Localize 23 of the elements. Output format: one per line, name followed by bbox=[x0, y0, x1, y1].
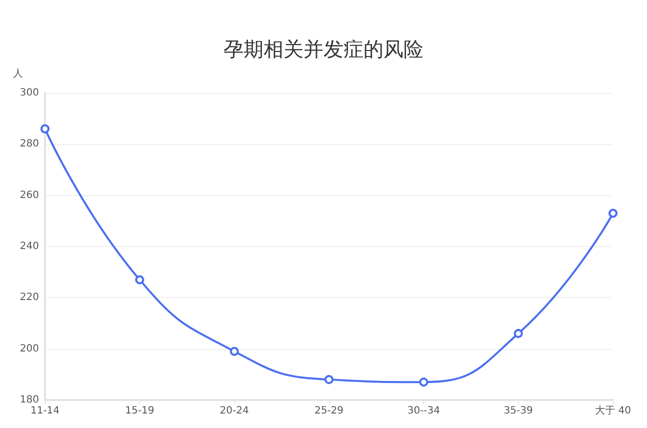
x-tick-label: 20-24 bbox=[220, 406, 249, 416]
point bbox=[40, 124, 50, 134]
point bbox=[419, 378, 428, 387]
y-tick-label: 280 bbox=[20, 138, 39, 150]
x-tick-label: 25-29 bbox=[314, 406, 344, 416]
y-axis-title: 人 bbox=[13, 68, 23, 80]
y-tick-label: 240 bbox=[20, 241, 39, 252]
point bbox=[514, 328, 523, 338]
y-tick-label: 180 bbox=[20, 394, 39, 406]
y-tick-label: 200 bbox=[20, 343, 39, 354]
x-tick-label: 11-14 bbox=[30, 406, 60, 416]
x-tick-label: 大于 40 bbox=[595, 404, 631, 416]
y-tick-label: 260 bbox=[20, 190, 39, 201]
point bbox=[135, 275, 144, 284]
point bbox=[230, 346, 239, 356]
x-tick-label: 15-19 bbox=[125, 406, 154, 416]
point bbox=[608, 208, 618, 218]
y-tick-label: 300 bbox=[20, 88, 39, 98]
x-tick-label: 30--34 bbox=[407, 406, 440, 416]
chart-title: 孕期相关并发症的风险 bbox=[224, 37, 424, 61]
y-tick-label: 220 bbox=[20, 292, 39, 304]
point bbox=[324, 375, 334, 384]
x-tick-label: 35-39 bbox=[504, 406, 533, 416]
